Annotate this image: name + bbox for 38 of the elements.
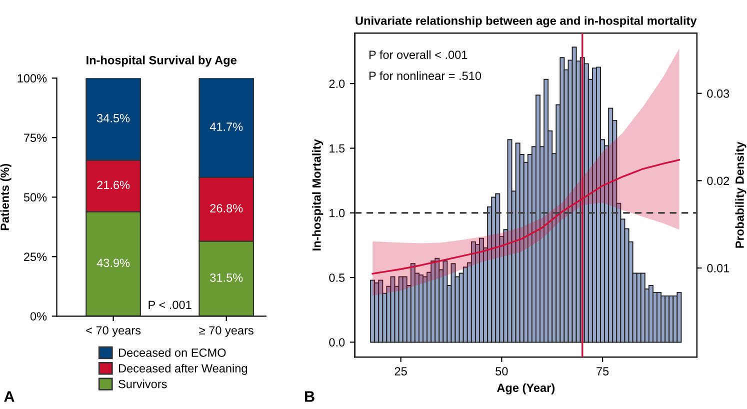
x-tick-label: ≥ 70 years xyxy=(199,326,254,337)
y2-tick-label: 0.03 xyxy=(707,89,730,98)
y-tick-label: 1.5 xyxy=(330,144,345,153)
y-tick-label: 2.0 xyxy=(329,80,345,88)
legend-label: Survivors xyxy=(118,380,167,388)
annotation: P for nonlinear = .510 xyxy=(369,71,482,80)
chart-title: Univariate relationship between age and in-hospital mortality xyxy=(356,16,697,28)
chart-title: In-hospital Survival by Age xyxy=(86,56,236,67)
x-tick-label: 50 xyxy=(496,367,508,376)
x-tick-label: < 70 years xyxy=(86,326,141,337)
text: A xyxy=(4,391,14,402)
y2-tick-label: 0.01 xyxy=(707,264,730,272)
y-axis-title: In-hospital Mortality xyxy=(312,139,324,250)
data-label: 43.9% xyxy=(96,258,130,268)
data-label: 41.7% xyxy=(210,122,243,131)
y2-tick-label: 0.02 xyxy=(707,176,730,186)
data-label: 26.8% xyxy=(210,204,243,212)
annotation: P for overall < .001 xyxy=(369,50,468,59)
y-tick-label: 0.5 xyxy=(329,274,345,282)
y-tick-label: 75% xyxy=(24,134,47,142)
y-tick-label: 0% xyxy=(30,312,47,321)
data-label: 34.5% xyxy=(97,114,130,122)
legend-label: Deceased on ECMO xyxy=(119,348,226,357)
data-label: 31.5% xyxy=(210,273,243,282)
annotation: P < .001 xyxy=(148,300,192,310)
x-tick-label: 75 xyxy=(596,367,609,376)
x-tick-label: 25 xyxy=(394,367,407,376)
legend-label: Deceased after Weaning xyxy=(119,364,247,375)
y-tick-label: 1.0 xyxy=(330,208,345,218)
y-tick-label: 25% xyxy=(24,252,47,262)
y-tick-label: 50% xyxy=(24,193,47,202)
y2-axis-title: Probability Density xyxy=(735,142,746,248)
text: B xyxy=(305,391,314,402)
data-label: 21.6% xyxy=(97,180,130,190)
y-tick-label: 0.0 xyxy=(329,338,345,347)
x-axis-title: Age (Year) xyxy=(496,383,554,394)
y-tick-label: 100% xyxy=(18,74,47,83)
y-axis-title: Patients (%) xyxy=(0,164,12,230)
